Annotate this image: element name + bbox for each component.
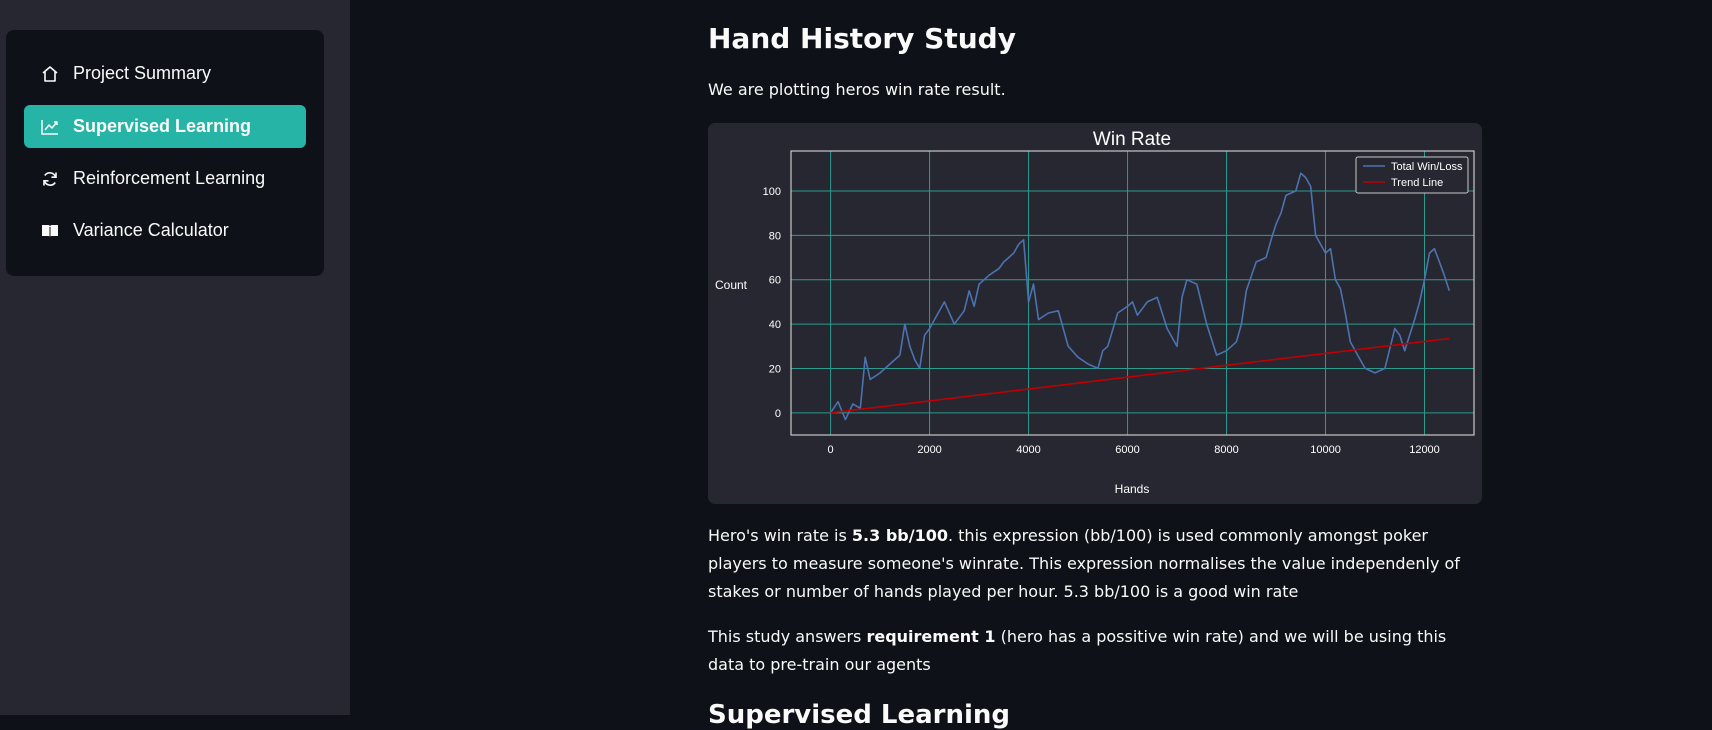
sidebar-item-label: Variance Calculator (73, 220, 229, 240)
chart-y-tick-label: 0 (775, 408, 781, 420)
chart-x-tick-label: 6000 (1115, 444, 1139, 456)
chart-x-tick-label: 4000 (1016, 444, 1040, 456)
sidebar-item-supervised-learning[interactable]: Supervised Learning (24, 105, 306, 148)
chart-legend: Total Win/Loss Trend Line (1355, 156, 1469, 194)
win-rate-explanation: Hero's win rate is 5.3 bb/100. this expr… (708, 526, 1460, 601)
refresh-icon (40, 169, 60, 189)
chart-x-tick-label: 2000 (917, 444, 941, 456)
chart-y-tick-label: 40 (769, 319, 781, 331)
sidebar-item-label: Project Summary (73, 63, 212, 83)
chart-y-tick-label: 60 (769, 275, 781, 287)
chart-y-tick-label: 100 (763, 186, 781, 198)
chart-series-total-win-loss (829, 172, 1451, 421)
book-icon (40, 221, 60, 241)
next-section-heading: Supervised Learning (708, 700, 1011, 730)
sidebar-item-label: Reinforcement Learning (73, 168, 266, 188)
legend-label-total-win-loss: Total Win/Loss (1391, 161, 1463, 173)
sidebar: Project Summary Supervised Learning Rein… (0, 0, 350, 715)
chart-title: Win Rate (1093, 129, 1171, 150)
win-rate-chart: Win Rate Count Hands Total Win/Loss Tren… (715, 129, 1475, 496)
chart-x-tick-label: 0 (828, 444, 834, 456)
chart-y-tick-label: 20 (769, 363, 781, 375)
chart-x-tick-label: 12000 (1409, 444, 1440, 456)
chart-x-tick-label: 8000 (1214, 444, 1238, 456)
requirement-explanation: This study answers requirement 1 (hero h… (708, 627, 1447, 674)
chart-line-icon (40, 117, 60, 137)
intro-text: We are plotting heros win rate result. (708, 80, 1006, 99)
sidebar-item-variance-calculator[interactable]: Variance Calculator (24, 209, 306, 252)
sidebar-item-reinforcement-learning[interactable]: Reinforcement Learning (24, 157, 306, 200)
chart-y-axis-label: Count (715, 278, 748, 292)
chart-y-tick-label: 80 (769, 230, 781, 242)
house-icon (40, 64, 60, 84)
sidebar-item-label: Supervised Learning (73, 116, 252, 136)
page-title: Hand History Study (708, 22, 1016, 55)
sidebar-nav-menu: Project Summary Supervised Learning Rein… (6, 30, 324, 276)
sidebar-item-project-summary[interactable]: Project Summary (24, 52, 306, 95)
legend-label-trend-line: Trend Line (1391, 177, 1443, 189)
chart-plot-frame (790, 150, 1475, 436)
win-rate-chart-container: Win Rate Count Hands Total Win/Loss Tren… (708, 123, 1482, 504)
chart-x-axis-label: Hands (1115, 482, 1150, 496)
chart-series-trend-line (830, 337, 1450, 414)
chart-x-tick-label: 10000 (1310, 444, 1341, 456)
